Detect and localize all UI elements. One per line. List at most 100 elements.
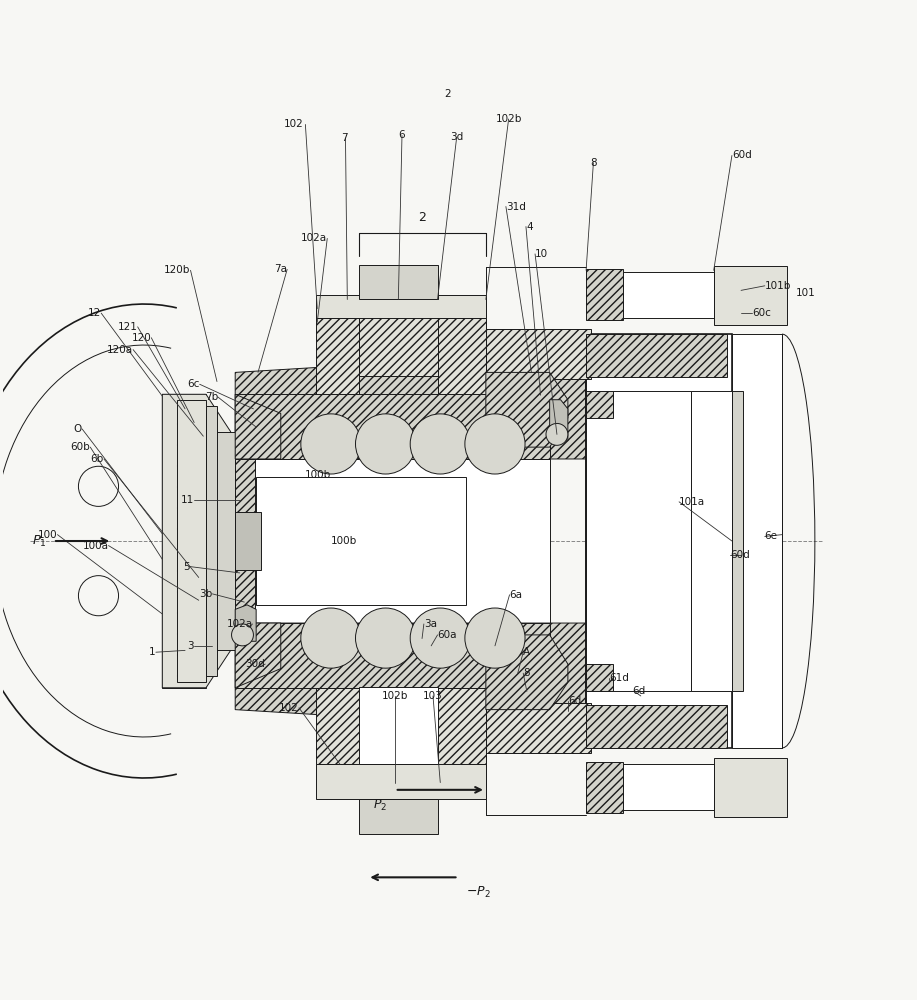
Bar: [623, 272, 713, 318]
Bar: [316, 295, 486, 318]
Circle shape: [410, 608, 470, 668]
Text: 60c: 60c: [752, 308, 771, 318]
Text: $P_2$: $P_2$: [373, 798, 387, 813]
Circle shape: [410, 414, 470, 474]
Circle shape: [232, 624, 253, 646]
Circle shape: [301, 414, 361, 474]
Polygon shape: [316, 688, 486, 764]
Text: $-P_2$: $-P_2$: [466, 885, 491, 900]
Polygon shape: [359, 299, 437, 376]
Bar: [486, 703, 591, 753]
Text: 60a: 60a: [437, 630, 457, 640]
Text: 6e: 6e: [765, 531, 778, 541]
Circle shape: [79, 576, 118, 616]
Text: 5: 5: [183, 562, 190, 572]
Text: 120b: 120b: [164, 265, 191, 275]
Polygon shape: [437, 318, 486, 394]
Bar: [586, 391, 691, 691]
Text: 120: 120: [132, 333, 151, 343]
Text: 4: 4: [526, 222, 533, 232]
Text: 100: 100: [38, 530, 58, 540]
Polygon shape: [235, 623, 281, 688]
Circle shape: [465, 608, 525, 668]
Circle shape: [356, 414, 415, 474]
Text: 3b: 3b: [199, 589, 213, 599]
Text: 101a: 101a: [679, 497, 705, 507]
Text: 6: 6: [399, 130, 405, 140]
Bar: [206, 406, 217, 676]
Bar: [235, 459, 549, 623]
Bar: [162, 394, 206, 688]
Polygon shape: [586, 391, 613, 418]
Bar: [359, 265, 437, 299]
Text: $P_1$: $P_1$: [31, 533, 47, 549]
Text: 102a: 102a: [301, 233, 327, 243]
Text: 6a: 6a: [510, 590, 523, 600]
Bar: [586, 705, 727, 748]
Text: 100b: 100b: [304, 470, 331, 480]
Text: 6b: 6b: [91, 454, 104, 464]
Text: 101: 101: [796, 288, 815, 298]
Text: 7: 7: [341, 133, 348, 143]
Polygon shape: [235, 394, 281, 459]
Text: O: O: [74, 424, 83, 434]
Bar: [316, 764, 486, 799]
Text: 61d: 61d: [609, 673, 629, 683]
Text: 1: 1: [149, 647, 156, 657]
Polygon shape: [586, 664, 613, 691]
Text: 60b: 60b: [71, 442, 90, 452]
Text: 10: 10: [535, 249, 548, 259]
Text: 102b: 102b: [381, 691, 408, 701]
Text: 8: 8: [524, 668, 530, 678]
Text: 3a: 3a: [424, 619, 436, 629]
Bar: [235, 512, 260, 570]
Bar: [713, 266, 787, 325]
Text: 8: 8: [590, 158, 597, 168]
Bar: [359, 799, 437, 834]
Text: 100b: 100b: [331, 536, 357, 546]
Bar: [586, 334, 727, 377]
Text: 7b: 7b: [204, 392, 218, 402]
Text: 7a: 7a: [274, 264, 287, 274]
Circle shape: [465, 414, 525, 474]
Polygon shape: [486, 635, 568, 710]
Text: 2: 2: [444, 89, 451, 99]
Polygon shape: [235, 623, 549, 688]
Text: 11: 11: [181, 495, 194, 505]
Text: 12: 12: [88, 308, 101, 318]
Text: 3: 3: [188, 641, 194, 651]
Text: 31d: 31d: [506, 202, 525, 212]
Circle shape: [301, 608, 361, 668]
Bar: [691, 391, 732, 691]
Bar: [586, 762, 623, 813]
Polygon shape: [235, 605, 256, 641]
Bar: [359, 687, 437, 764]
Text: 102: 102: [280, 703, 299, 713]
Bar: [586, 334, 732, 748]
Polygon shape: [235, 394, 549, 459]
Text: 6c: 6c: [187, 379, 200, 389]
Polygon shape: [162, 394, 231, 688]
Text: 121: 121: [117, 322, 138, 332]
Polygon shape: [549, 400, 568, 441]
Bar: [177, 400, 206, 682]
Bar: [732, 334, 782, 748]
Text: A: A: [524, 647, 530, 657]
Text: 103: 103: [423, 691, 443, 701]
Text: 100a: 100a: [83, 541, 108, 551]
Text: 120a: 120a: [107, 345, 133, 355]
Polygon shape: [486, 372, 568, 447]
Bar: [586, 269, 623, 320]
Text: 60d: 60d: [732, 150, 752, 160]
Text: 102a: 102a: [226, 619, 252, 629]
Text: 101b: 101b: [765, 281, 791, 291]
Bar: [235, 459, 255, 623]
Circle shape: [356, 608, 415, 668]
Bar: [732, 391, 743, 691]
Text: 30d: 30d: [246, 659, 265, 669]
Text: 3d: 3d: [450, 132, 463, 142]
Text: 102b: 102b: [495, 114, 522, 124]
Bar: [486, 329, 591, 379]
Bar: [623, 764, 713, 810]
Bar: [206, 432, 235, 650]
